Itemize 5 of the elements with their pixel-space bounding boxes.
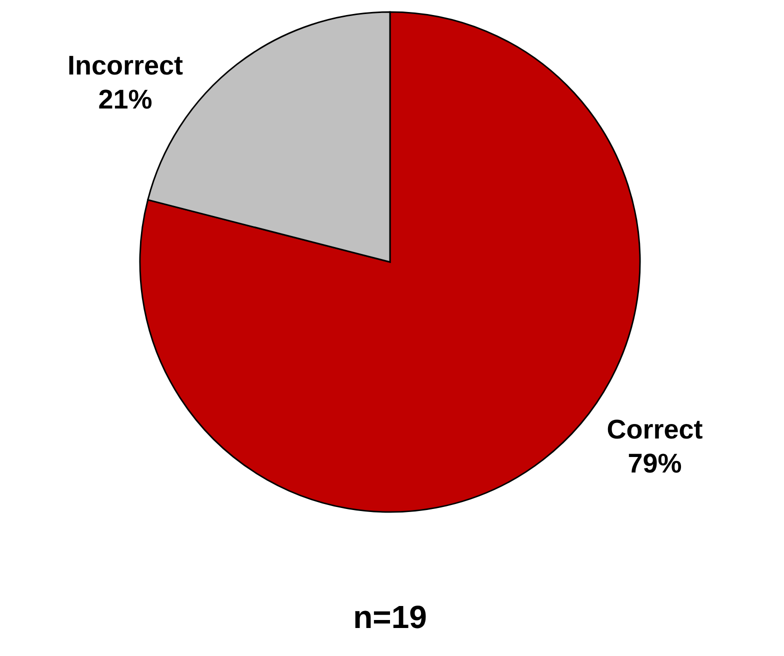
text: n=19 [353, 599, 427, 635]
data-label: 21% [98, 84, 152, 114]
slice-label: Correct [606, 414, 703, 445]
data-label: 79% [628, 448, 682, 478]
slice-label: Incorrect [67, 50, 183, 81]
